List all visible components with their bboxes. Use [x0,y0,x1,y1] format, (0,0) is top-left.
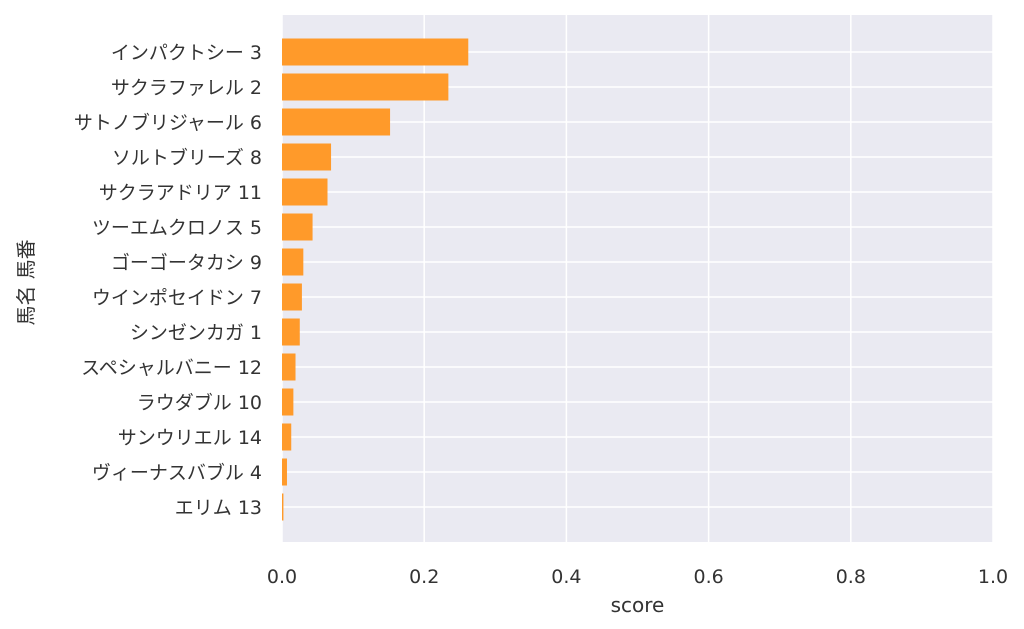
x-tick-label: 0.6 [693,566,723,588]
bar [282,143,332,171]
plot-area [282,15,993,542]
bar [282,388,294,416]
y-tick-label: エリム 13 [175,497,262,519]
bar [282,38,469,66]
bar [282,178,328,206]
bar [282,458,287,486]
x-tick-label: 1.0 [978,566,1008,588]
x-tick-label: 0.8 [836,566,866,588]
y-tick-label: スペシャルバニー 12 [81,357,262,379]
x-tick-label: 0.4 [551,566,581,588]
y-tick-labels: インパクトシー 3 サクラファレル 2 サトノブリジャール 6 ソルトブリーズ 8 サク… [74,42,262,519]
bar [282,213,313,241]
bar [282,318,300,346]
bar [282,423,292,451]
bar [282,353,296,381]
y-tick-label: サクラアドリア 11 [99,182,262,204]
y-tick-label: インパクトシー 3 [111,42,262,64]
y-tick-label: サクラファレル 2 [111,77,262,99]
x-tick-labels: 0.0 0.2 0.4 0.6 0.8 1.0 [267,566,1008,588]
x-tick-label: 0.2 [409,566,439,588]
y-tick-label: ツーエムクロノス 5 [92,217,262,239]
y-tick-label: シンゼンカガ 1 [130,322,262,344]
y-tick-label: ラウダブル 10 [137,391,262,414]
y-tick-label: ソルトブリーズ 8 [112,146,262,169]
bar [282,248,304,276]
y-tick-label: サトノブリジャール 6 [74,111,262,134]
bars [282,38,469,521]
bar [282,108,391,136]
y-tick-label: ゴーゴータカシ 9 [111,252,262,274]
x-tick-label: 0.0 [267,566,297,588]
bar [282,283,302,311]
y-tick-label: ウインポセイドン 7 [92,287,262,309]
x-axis-label: score [611,593,665,617]
bar [282,493,284,521]
y-axis-label: 馬名 馬番 [14,239,38,325]
y-tick-label: ヴィーナスバブル 4 [92,461,262,484]
bar [282,73,449,101]
y-tick-label: サンウリエル 14 [118,427,262,449]
